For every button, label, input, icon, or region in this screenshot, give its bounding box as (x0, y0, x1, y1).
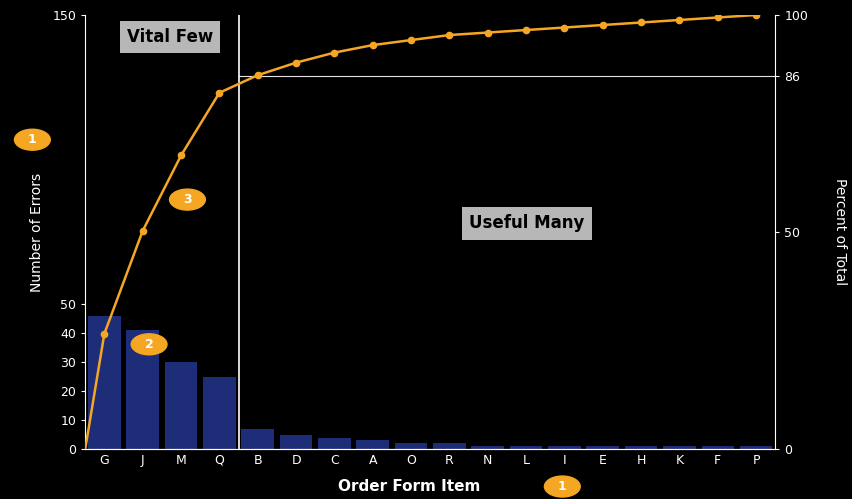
Bar (279, 435, 313, 449)
Y-axis label: Number of Errors: Number of Errors (30, 173, 44, 291)
Text: Useful Many: Useful Many (469, 215, 584, 233)
Text: 2: 2 (145, 338, 153, 351)
Bar (663, 446, 696, 449)
Bar (356, 441, 389, 449)
Text: 1: 1 (558, 480, 567, 493)
Bar (433, 443, 466, 449)
Bar (241, 429, 274, 449)
Bar (701, 446, 734, 449)
Bar (394, 443, 428, 449)
Bar (164, 362, 198, 449)
Text: 3: 3 (183, 193, 192, 206)
Text: Vital Few: Vital Few (127, 28, 213, 46)
Bar (88, 316, 121, 449)
Bar (509, 446, 543, 449)
Bar (203, 377, 236, 449)
Bar (471, 446, 504, 449)
Bar (625, 446, 658, 449)
Bar (318, 438, 351, 449)
Bar (586, 446, 619, 449)
Text: 1: 1 (28, 133, 37, 146)
Text: Order Form Item: Order Form Item (337, 479, 481, 494)
Bar (126, 330, 159, 449)
Y-axis label: Cumulative
Percent of Total: Cumulative Percent of Total (833, 179, 852, 285)
Bar (548, 446, 581, 449)
Bar (740, 446, 773, 449)
